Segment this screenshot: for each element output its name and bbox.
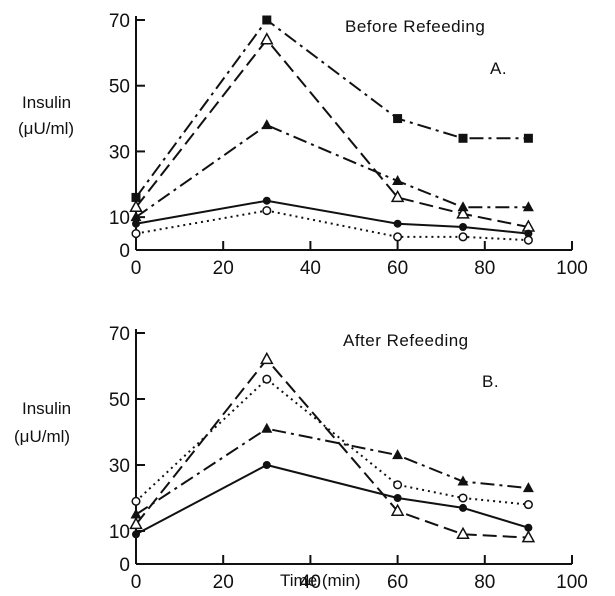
data-point-top-filled-square [393,114,403,124]
y-tick-label-top: 50 [109,77,130,98]
x-tick-label-bottom: 80 [474,572,495,593]
y-tick-label-top: 0 [119,241,130,262]
data-point-top-filled-square [458,133,468,143]
y-axis-title-top-line1: Insulin [22,93,71,112]
data-point-top-filled-square [131,192,141,202]
data-point-bottom-filled-triangle [522,482,534,493]
panel-title-after: After Refeeding [343,331,469,350]
x-tick-label-top: 40 [300,258,321,279]
data-point-top-filled-circle [524,229,533,238]
axes-bottom: 0 10 30 50 70 0 20 40 60 80 100 [109,324,588,593]
panel-label-a: A. [490,59,507,78]
data-point-top-filled-circle [459,223,467,231]
data-point-top-filled-triangle [522,201,534,212]
data-point-bottom-filled-circle [524,523,533,532]
series-line-bottom-filled-triangle [135,427,529,516]
data-point-top-filled-circle [393,219,402,228]
x-tick-label-top: 100 [556,258,588,279]
data-point-top-open-circle [458,232,468,242]
y-tick-label-top: 70 [109,11,130,32]
data-point-top-filled-circle [262,196,271,205]
data-point-bottom-open-circle [131,496,141,506]
data-point-bottom-filled-circle [262,461,271,469]
data-point-bottom-open-circle [458,493,468,503]
data-point-bottom-open-triangle [129,516,143,530]
data-point-top-open-circle [523,235,533,245]
y-axis-title-bottom-line1: Insulin [22,399,71,418]
data-point-bottom-filled-triangle [457,475,469,486]
y-tick-label-top: 10 [109,208,130,229]
data-point-top-open-triangle [260,32,274,45]
data-point-top-filled-triangle [130,211,142,222]
data-point-bottom-filled-circle [459,503,467,512]
data-point-top-filled-square [523,133,533,143]
data-point-top-open-circle [131,229,141,239]
data-point-top-filled-triangle [261,119,273,130]
y-tick-label-top: 30 [109,142,130,163]
x-tick-label-bottom: 20 [213,572,234,593]
series-layer-top [129,15,536,245]
data-point-bottom-filled-triangle [392,449,404,460]
data-point-bottom-filled-circle [132,530,140,539]
data-point-top-filled-triangle [392,175,404,185]
data-point-bottom-open-triangle [456,526,470,540]
data-point-top-open-triangle [390,189,405,203]
x-tick-label-top: 20 [213,258,234,279]
data-point-top-filled-square [262,15,272,25]
data-point-bottom-open-triangle [390,503,405,516]
x-tick-label-top: 60 [387,258,408,279]
data-point-top-filled-triangle [457,201,469,212]
x-axis-title: Time (min) [280,571,361,590]
data-point-bottom-open-circle [523,500,533,510]
data-point-bottom-filled-triangle [261,422,273,433]
x-tick-label-top: 0 [131,258,142,279]
data-point-bottom-open-triangle [260,351,274,365]
data-point-top-open-triangle [456,206,470,219]
y-tick-label-bottom: 30 [109,456,130,477]
y-tick-label-bottom: 10 [109,522,130,543]
data-point-bottom-filled-circle [393,494,402,502]
series-layer-bottom [129,351,536,543]
y-axis-title-top-line2: (μU/ml) [18,119,74,138]
panel-before-refeeding: Before Refeeding A. Insulin (μU/ml) 0 10 3… [18,11,588,279]
panel-title-before: Before Refeeding [345,17,485,36]
data-point-top-open-circle [262,206,272,216]
y-tick-label-bottom: 70 [109,324,130,345]
data-point-top-filled-circle [132,219,140,228]
data-point-top-open-circle [393,232,403,242]
x-tick-label-bottom: 0 [131,572,142,593]
panel-after-refeeding: After Refeeding B. Insulin (μU/ml) 0 10 30… [14,324,588,593]
x-tick-label-bottom: 60 [387,572,408,593]
data-point-bottom-open-triangle [521,530,536,543]
data-point-bottom-open-circle [262,374,272,384]
series-line-top-filled-circle [135,199,529,235]
data-point-bottom-filled-triangle [130,508,142,519]
x-tick-label-bottom: 100 [556,572,588,593]
y-axis-title-bottom-line2: (μU/ml) [14,427,70,446]
x-tick-label-top: 80 [474,258,495,279]
x-tick-label-bottom: 40 [300,572,321,593]
y-tick-label-bottom: 50 [109,390,130,411]
series-line-top-filled-square [135,18,529,199]
data-point-bottom-open-circle [393,480,403,490]
panel-label-b: B. [482,372,499,391]
series-line-top-open-triangle [135,38,529,228]
axes-top: 0 10 30 50 70 0 20 40 60 80 100 [109,11,588,279]
y-tick-label-bottom: 0 [119,555,130,576]
